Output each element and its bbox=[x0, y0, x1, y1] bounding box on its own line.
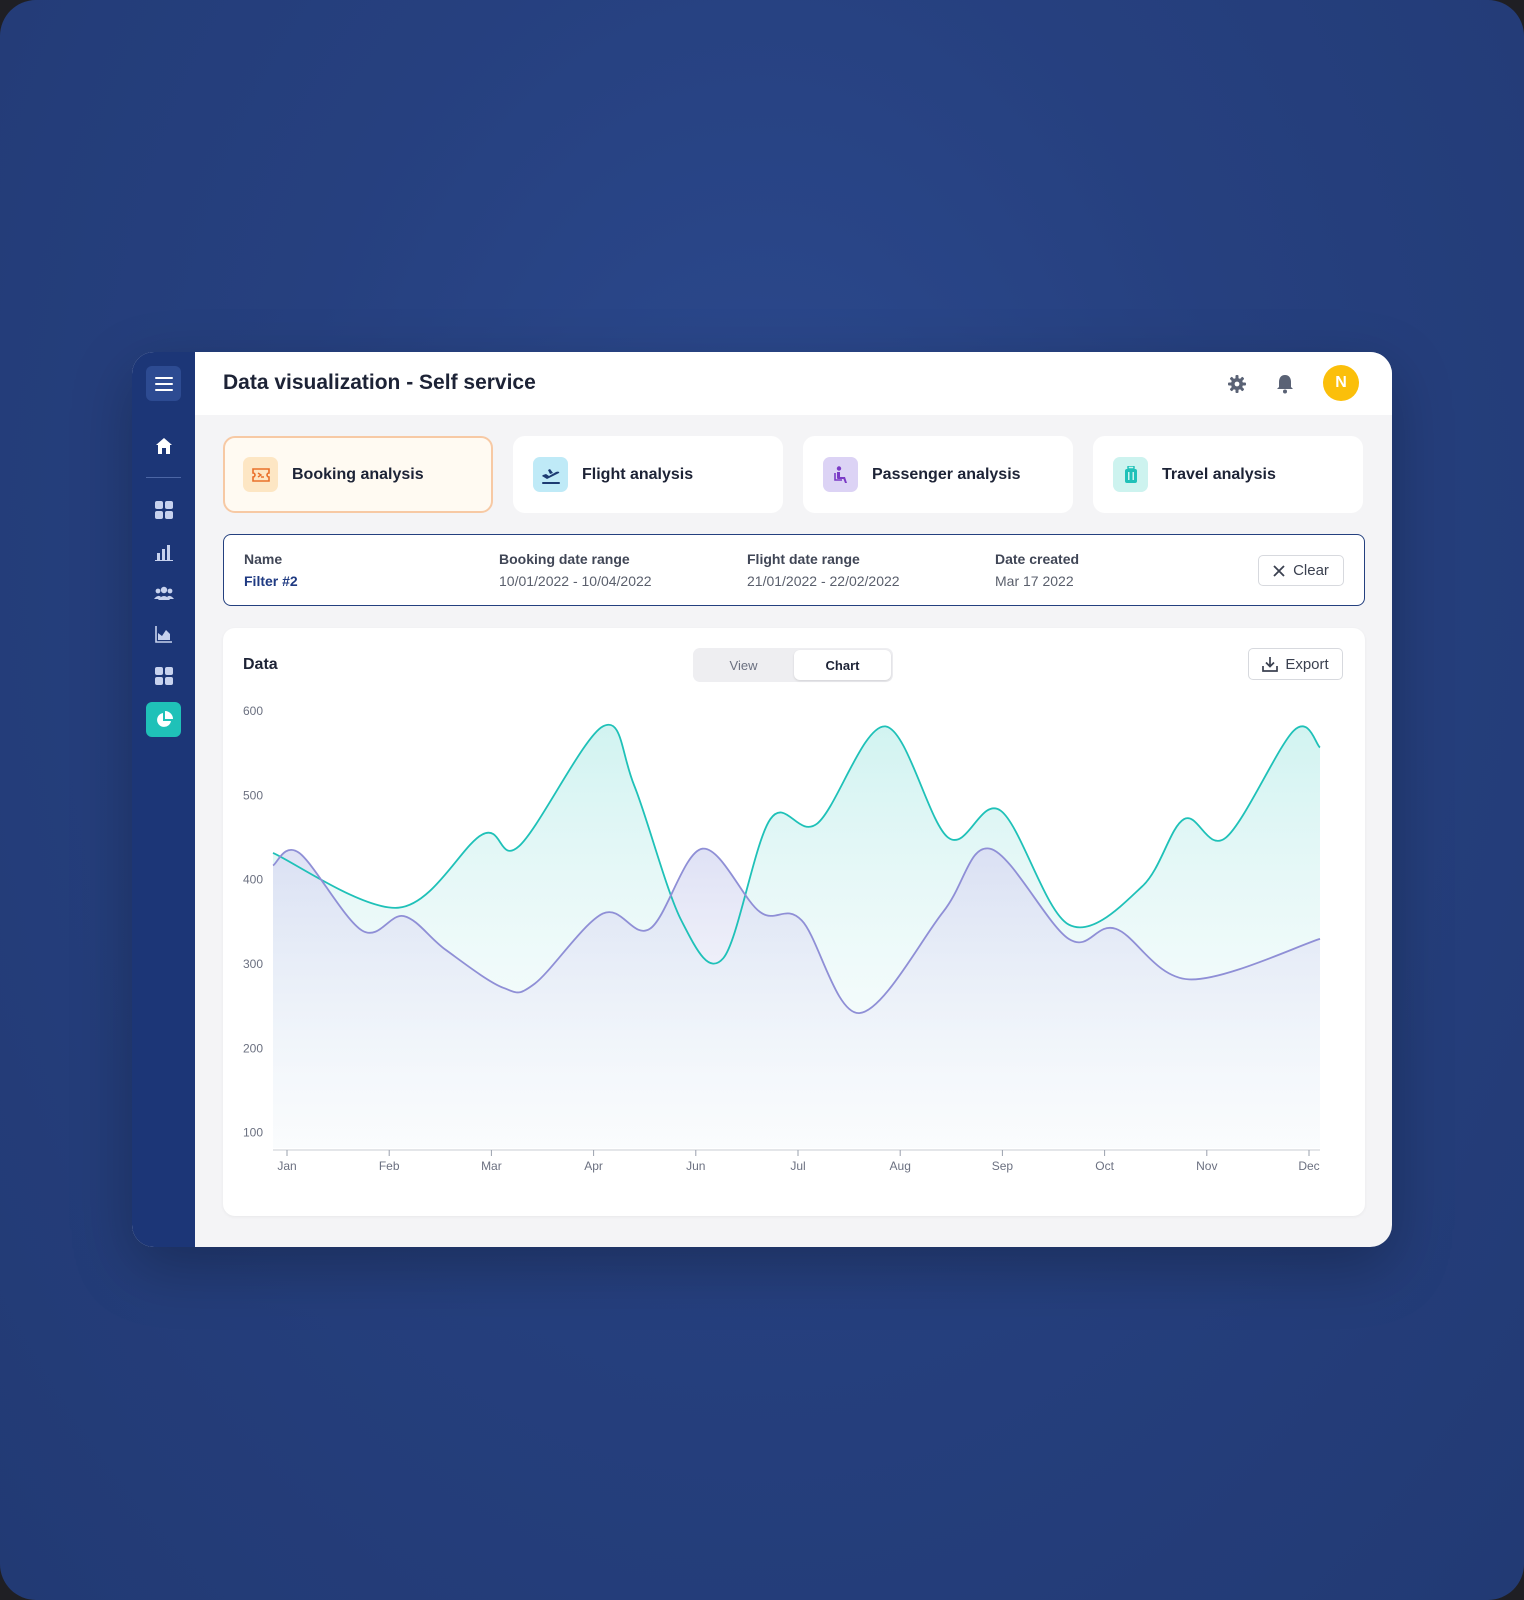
x-tick-label: Jan bbox=[277, 1159, 296, 1173]
dashboard-icon bbox=[154, 500, 173, 519]
export-label: Export bbox=[1285, 655, 1329, 673]
series-line bbox=[272, 847, 1321, 1015]
pie-chart-icon bbox=[156, 710, 173, 727]
analysis-cards: Booking analysis Flight analysis bbox=[223, 436, 1365, 514]
card-label: Passenger analysis bbox=[872, 465, 1021, 483]
booking-range-value: 10/01/2022 - 10/04/2022 bbox=[499, 573, 652, 589]
data-panel: Data View Chart Export bbox=[223, 628, 1365, 1216]
notifications-button[interactable] bbox=[1273, 372, 1297, 396]
filter-name-label: Name bbox=[244, 551, 283, 567]
sidebar-item-area-chart[interactable] bbox=[146, 616, 181, 651]
series-area bbox=[273, 848, 1320, 1148]
sidebar-item-dashboard[interactable] bbox=[146, 492, 181, 527]
plane-departure-icon bbox=[541, 468, 560, 484]
area-chart-icon bbox=[154, 625, 172, 643]
x-tick-label: Nov bbox=[1196, 1159, 1217, 1173]
booking-range-label: Booking date range bbox=[499, 551, 630, 567]
card-label: Travel analysis bbox=[1162, 465, 1276, 483]
y-tick-label: 600 bbox=[243, 704, 263, 718]
clear-label: Clear bbox=[1293, 562, 1329, 579]
x-tick-label: Mar bbox=[481, 1159, 502, 1173]
widgets-icon bbox=[154, 666, 173, 685]
filter-flight-range: Flight date range 21/01/2022 - 22/02/202… bbox=[747, 551, 900, 589]
y-tick-label: 300 bbox=[243, 957, 263, 971]
x-tick-label: Oct bbox=[1095, 1159, 1114, 1173]
y-tick-label: 400 bbox=[243, 873, 263, 887]
sidebar-item-users[interactable] bbox=[146, 575, 181, 610]
luggage-icon bbox=[1124, 465, 1137, 483]
sidebar-item-bar-chart[interactable] bbox=[146, 534, 181, 569]
sidebar-item-home[interactable] bbox=[146, 428, 181, 463]
page-title: Data visualization - Self service bbox=[223, 371, 536, 394]
users-icon bbox=[153, 586, 174, 600]
x-axis: Jan Feb Mar Apr Jun Jul Aug Sep Oct Nov Dec bbox=[273, 1149, 1320, 1173]
sidebar bbox=[132, 352, 195, 1247]
card-icon-wrap bbox=[823, 457, 858, 492]
filter-date-created: Date created Mar 17 2022 bbox=[995, 551, 1079, 589]
card-travel-analysis[interactable]: Travel analysis bbox=[1093, 436, 1363, 513]
card-booking-analysis[interactable]: Booking analysis bbox=[223, 436, 493, 513]
bell-icon bbox=[1277, 375, 1293, 394]
card-icon-wrap bbox=[533, 457, 568, 492]
settings-button[interactable] bbox=[1225, 372, 1249, 396]
date-created-label: Date created bbox=[995, 551, 1080, 567]
filter-booking-range: Booking date range 10/01/2022 - 10/04/20… bbox=[499, 551, 652, 589]
card-label: Flight analysis bbox=[582, 465, 694, 483]
y-tick-label: 500 bbox=[243, 788, 263, 802]
area-chart: 100 200 300 400 500 600 Jan Feb Mar Apr Jun Jul Aug… bbox=[243, 704, 1321, 1173]
hamburger-icon bbox=[154, 376, 173, 391]
x-tick-label: Jun bbox=[686, 1159, 705, 1173]
series-line bbox=[272, 723, 1321, 965]
sidebar-divider bbox=[146, 477, 181, 478]
toggle-view[interactable]: View bbox=[729, 657, 758, 673]
home-icon bbox=[155, 437, 172, 454]
topbar: Data visualization - Self service bbox=[195, 352, 1392, 415]
seated-passenger-icon bbox=[833, 465, 847, 483]
flight-range-label: Flight date range bbox=[747, 551, 860, 567]
app-window: Data visualization - Self service bbox=[132, 352, 1392, 1247]
x-tick-label: Feb bbox=[379, 1159, 400, 1173]
toggle-chart[interactable]: Chart bbox=[794, 650, 891, 680]
x-tick-label: Dec bbox=[1298, 1159, 1319, 1173]
card-flight-analysis[interactable]: Flight analysis bbox=[513, 436, 783, 513]
y-axis: 100 200 300 400 500 600 bbox=[243, 704, 263, 1140]
bar-chart-icon bbox=[154, 544, 173, 561]
menu-button[interactable] bbox=[146, 366, 181, 401]
x-tick-label: Aug bbox=[890, 1159, 911, 1173]
filter-summary: Name Filter #2 Booking date range 10/01/… bbox=[223, 534, 1365, 606]
clear-button[interactable]: Clear bbox=[1258, 555, 1344, 586]
x-tick-label: Apr bbox=[584, 1159, 603, 1173]
sidebar-item-pie-chart[interactable] bbox=[146, 702, 181, 737]
card-icon-wrap bbox=[243, 457, 278, 492]
avatar[interactable]: N bbox=[1323, 365, 1359, 401]
date-created-value: Mar 17 2022 bbox=[995, 573, 1074, 589]
flight-range-value: 21/01/2022 - 22/02/2022 bbox=[747, 573, 900, 589]
panel-title: Data bbox=[243, 656, 278, 673]
sidebar-item-widgets[interactable] bbox=[146, 658, 181, 693]
filter-name-value: Filter #2 bbox=[244, 573, 298, 589]
download-icon bbox=[1262, 657, 1279, 672]
gear-icon bbox=[1228, 375, 1246, 393]
ticket-icon bbox=[251, 467, 270, 482]
x-tick-label: Jul bbox=[790, 1159, 805, 1173]
y-tick-label: 100 bbox=[243, 1126, 263, 1140]
filter-name: Name Filter #2 bbox=[244, 551, 298, 589]
view-toggle: View Chart bbox=[693, 648, 893, 682]
card-icon-wrap bbox=[1113, 457, 1148, 492]
series-layer bbox=[272, 723, 1321, 1148]
card-passenger-analysis[interactable]: Passenger analysis bbox=[803, 436, 1073, 513]
x-tick-label: Sep bbox=[992, 1159, 1014, 1173]
y-tick-label: 200 bbox=[243, 1041, 263, 1055]
close-icon bbox=[1273, 564, 1285, 577]
export-button[interactable]: Export bbox=[1248, 648, 1343, 680]
card-label: Booking analysis bbox=[292, 465, 424, 483]
